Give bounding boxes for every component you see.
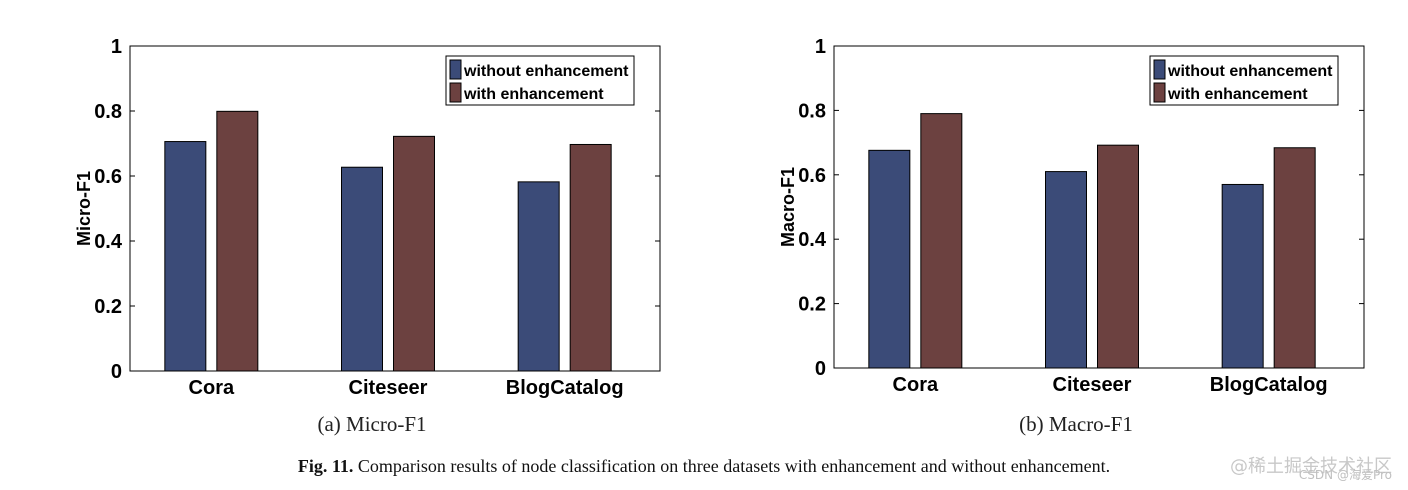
legend-label-without-enhancement: without enhancement — [463, 63, 629, 80]
figure-caption-label: Fig. 11. — [297, 456, 354, 476]
bar-with-enhancement-cora — [920, 113, 963, 369]
bar-without-enhancement-blogcatalog — [517, 181, 560, 372]
y-tick-label: 0.8 — [94, 101, 122, 123]
legend-label-with-enhancement: with enhancement — [1167, 86, 1308, 103]
watermark-csdn: CSDN @海爱Pro — [1298, 468, 1392, 482]
figure-caption-text: Comparison results of node classificatio… — [357, 456, 1111, 476]
x-tick-label: Citeseer — [1053, 374, 1132, 396]
macro-f1-chart: 0 0.2 0.4 0.6 0.8 1 Macro-F1 Cora Citeseer BlogCa… — [778, 36, 1365, 436]
legend-label-without-enhancement: without enhancement — [1167, 63, 1333, 80]
figure-caption: Fig. 11. Comparison results of node clas… — [0, 456, 1408, 477]
legend-box — [445, 55, 635, 106]
bar-without-enhancement-cora — [164, 141, 207, 372]
y-tick-label: 1 — [815, 36, 826, 58]
bar-without-enhancement-citeseer — [1045, 171, 1087, 369]
bar-without-enhancement-cora — [868, 149, 911, 369]
micro-f1-chart: 0 0.2 0.4 0.6 0.8 1 Micro-F1 Cora Citeseer BlogCa… — [74, 36, 661, 436]
subcaption: (a) Micro-F1 — [317, 412, 426, 436]
y-tick-label: 0.8 — [798, 100, 826, 122]
y-axis-label: Micro-F1 — [74, 171, 94, 246]
bar-with-enhancement-citeseer — [1097, 144, 1139, 369]
legend-swatch-without-enhancement — [449, 59, 462, 80]
bar-with-enhancement-citeseer — [393, 135, 435, 372]
y-tick-label: 0.4 — [94, 231, 123, 253]
y-tick-label: 0 — [111, 361, 122, 383]
bar-with-enhancement-cora — [216, 110, 259, 372]
bar-without-enhancement-blogcatalog — [1221, 183, 1264, 369]
x-tick-label: BlogCatalog — [1210, 374, 1328, 396]
y-tick-label: 0.6 — [94, 166, 122, 188]
x-tick-label: Cora — [893, 374, 939, 396]
y-tick-label: 0.2 — [94, 296, 122, 318]
legend-swatch-without-enhancement — [1153, 59, 1166, 80]
watermark-juejin: @稀土掘金技术社区 — [1230, 456, 1392, 477]
y-tick-label: 0.2 — [798, 294, 826, 316]
legend-swatch-with-enhancement — [449, 82, 462, 103]
y-tick-label: 1 — [111, 36, 122, 58]
bar-with-enhancement-blogcatalog — [569, 143, 612, 372]
y-tick-label: 0 — [815, 358, 826, 380]
y-axis-label: Macro-F1 — [778, 167, 798, 247]
bar-without-enhancement-citeseer — [341, 166, 383, 372]
x-tick-label: BlogCatalog — [506, 377, 624, 399]
y-tick-label: 0.4 — [798, 229, 827, 251]
bar-with-enhancement-blogcatalog — [1273, 147, 1316, 369]
legend-label-with-enhancement: with enhancement — [463, 86, 604, 103]
legend-swatch-with-enhancement — [1153, 82, 1166, 103]
y-tick-label: 0.6 — [798, 165, 826, 187]
subcaption: (b) Macro-F1 — [1019, 412, 1133, 436]
legend-box — [1149, 55, 1339, 106]
x-tick-label: Citeseer — [349, 377, 428, 399]
x-tick-label: Cora — [189, 377, 235, 399]
